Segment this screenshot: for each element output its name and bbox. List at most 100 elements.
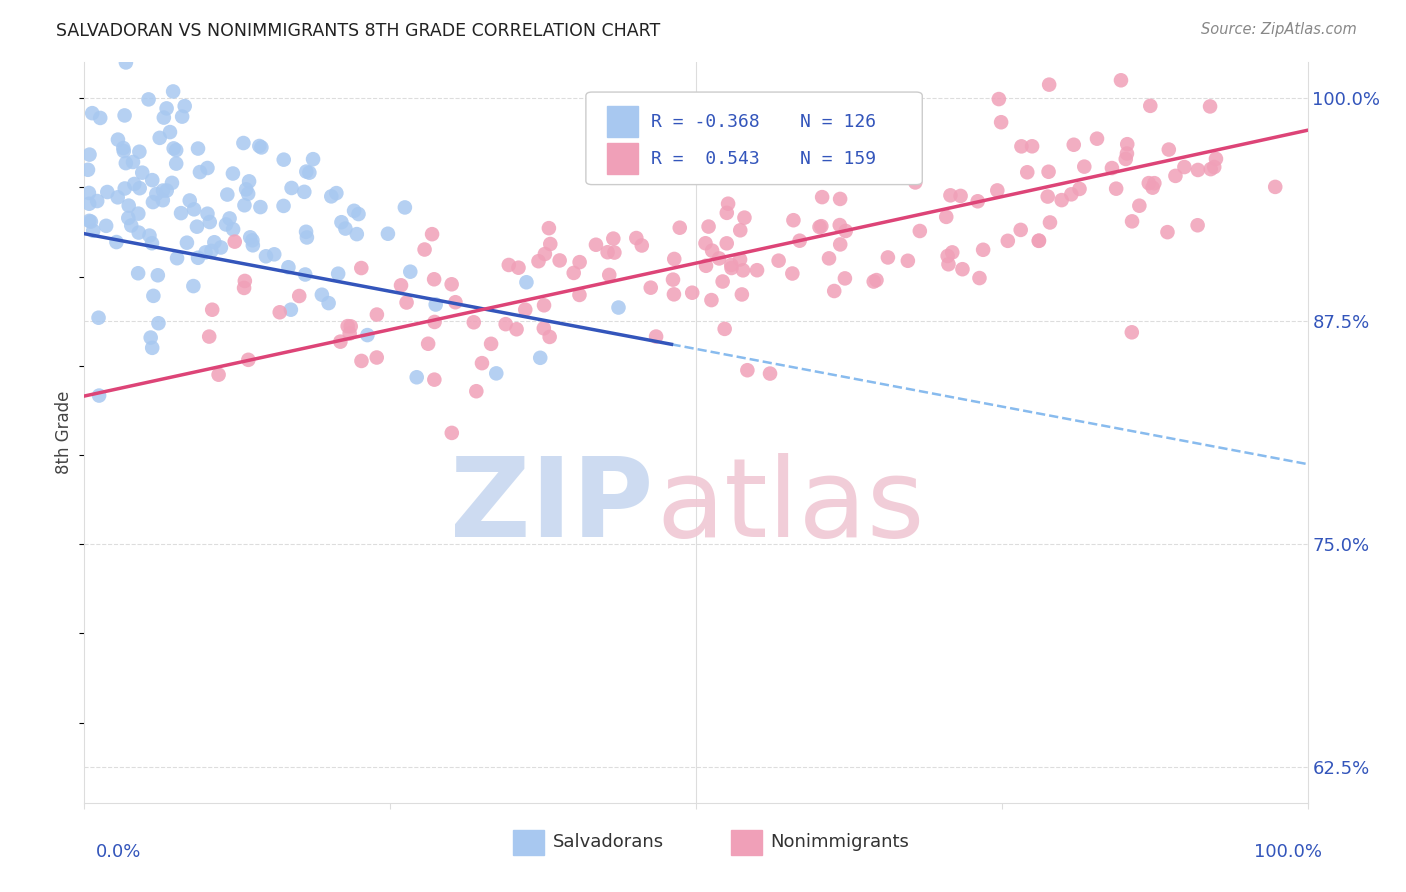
Point [222, 167, 245, 181]
Point [122, 155, 145, 169]
Point [662, 287, 685, 301]
Point [420, 227, 443, 242]
Point [865, 273, 887, 287]
Point [731, 287, 754, 301]
Point [1063, 137, 1085, 152]
Point [120, 219, 142, 233]
Point [155, 102, 177, 116]
Point [115, 55, 138, 70]
Point [233, 274, 256, 288]
Point [141, 341, 163, 355]
Point [471, 356, 494, 370]
Point [1199, 162, 1222, 177]
Point [142, 289, 165, 303]
Point [366, 308, 388, 322]
Point [194, 245, 217, 260]
Point [114, 108, 136, 122]
Point [1039, 215, 1062, 229]
Text: N = 159: N = 159 [800, 150, 876, 168]
Point [128, 145, 150, 159]
Point [538, 330, 561, 344]
Point [114, 156, 136, 170]
Point [498, 258, 520, 272]
Point [218, 211, 240, 226]
Point [745, 263, 768, 277]
Point [485, 367, 508, 381]
Point [163, 141, 186, 155]
Point [141, 236, 163, 251]
Point [681, 285, 703, 300]
Point [77, 214, 100, 228]
Point [318, 296, 340, 310]
Point [768, 253, 790, 268]
Point [834, 271, 856, 285]
Point [149, 131, 172, 145]
Point [713, 322, 735, 336]
Point [328, 267, 350, 281]
Point [668, 220, 690, 235]
Point [495, 317, 517, 331]
Point [165, 143, 187, 157]
Point [336, 319, 359, 334]
Text: atlas: atlas [657, 453, 925, 560]
Point [1187, 163, 1209, 178]
Point [207, 368, 229, 382]
Point [198, 329, 221, 343]
Point [172, 110, 194, 124]
Point [198, 215, 221, 229]
FancyBboxPatch shape [586, 92, 922, 185]
Point [288, 289, 311, 303]
Point [166, 251, 188, 265]
Point [733, 211, 755, 225]
Point [183, 279, 205, 293]
Text: SALVADORAN VS NONIMMIGRANTS 8TH GRADE CORRELATION CHART: SALVADORAN VS NONIMMIGRANTS 8TH GRADE CO… [56, 22, 661, 40]
Point [969, 271, 991, 285]
Text: R =  0.543: R = 0.543 [651, 150, 759, 168]
Point [515, 302, 537, 317]
Point [335, 221, 357, 235]
Point [782, 267, 804, 281]
Point [197, 207, 219, 221]
Point [329, 334, 352, 349]
Point [986, 183, 1008, 197]
Point [877, 251, 900, 265]
Point [568, 255, 591, 269]
Point [1073, 160, 1095, 174]
Point [987, 92, 1010, 106]
Text: N = 126: N = 126 [800, 112, 876, 130]
Point [538, 237, 561, 252]
Point [254, 249, 277, 263]
Point [197, 161, 219, 175]
Point [112, 141, 135, 155]
Point [1028, 234, 1050, 248]
Point [148, 316, 170, 330]
Point [233, 281, 256, 295]
Point [176, 235, 198, 250]
Point [77, 196, 100, 211]
Point [249, 200, 271, 214]
Point [862, 275, 884, 289]
Point [731, 263, 754, 277]
Point [294, 268, 316, 282]
Point [508, 260, 530, 275]
Point [302, 152, 325, 166]
Point [823, 284, 845, 298]
Point [235, 182, 257, 196]
Y-axis label: 8th Grade: 8th Grade [55, 391, 73, 475]
Point [941, 245, 963, 260]
Point [263, 247, 285, 261]
Point [695, 236, 717, 251]
Point [527, 254, 550, 268]
Point [187, 142, 209, 156]
Point [1143, 176, 1166, 190]
Point [711, 275, 734, 289]
Text: ZIP: ZIP [450, 453, 654, 560]
Point [935, 210, 957, 224]
Point [165, 156, 187, 170]
Point [598, 268, 620, 282]
Point [1205, 152, 1227, 166]
Point [700, 244, 723, 258]
Point [405, 370, 427, 384]
Point [479, 336, 502, 351]
Point [87, 388, 110, 402]
